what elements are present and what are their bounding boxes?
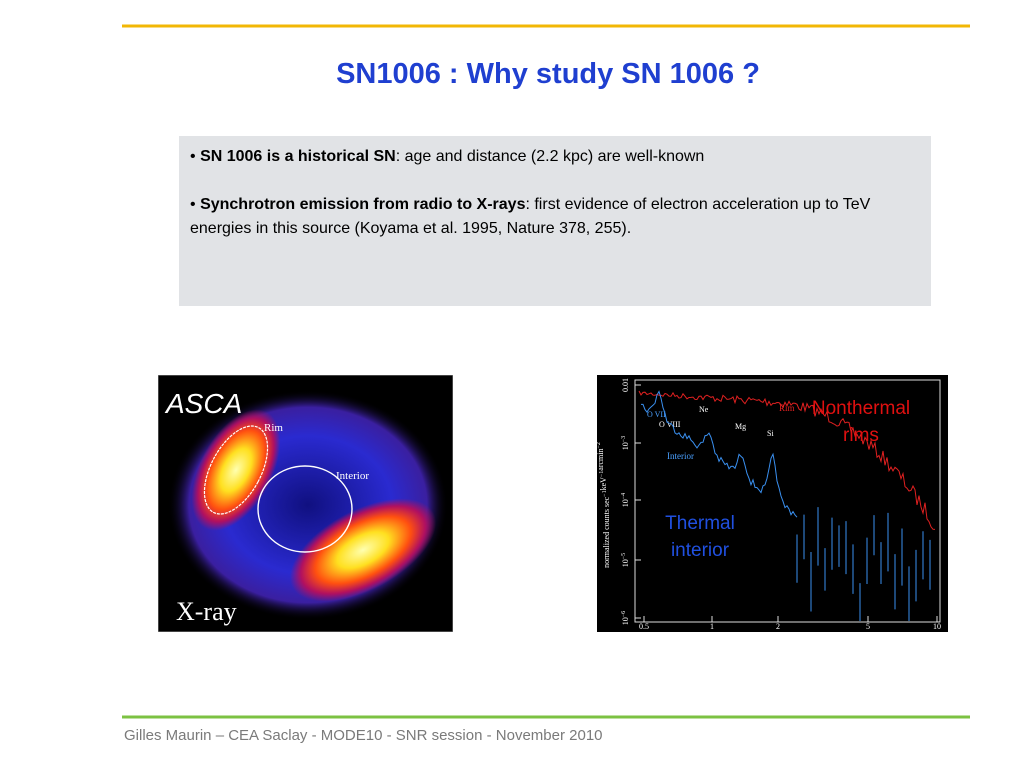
callout: Thermal interior (665, 513, 735, 561)
spectrum-image: normalized counts sec−1keV−1arcmin−2 O V… (597, 375, 948, 632)
y-tick-exp: −6 (621, 611, 627, 617)
bullet-text: : first evidence of electron acceleratio… (190, 196, 871, 237)
y-label: normalized counts sec−1keV−1arcmin−2 (597, 442, 611, 568)
series-label: Interior (667, 451, 694, 461)
annotation: Rim (264, 422, 283, 434)
y-tick-exp: −5 (621, 553, 627, 559)
line-label: O VII (647, 410, 666, 419)
y-tick-label: 0.01 (621, 378, 630, 392)
x-tick-label: 2 (776, 622, 780, 631)
y-tick: 10−4 (621, 493, 630, 507)
annotation: Interior (336, 470, 369, 482)
y-tick-exp: −4 (621, 493, 627, 499)
interior-region (257, 465, 353, 553)
bullet: • SN 1006 is a historical SN: age and di… (190, 145, 920, 169)
y-label-part: arcmin (597, 448, 605, 470)
bullet: • Synchrotron emission from radio to X-r… (190, 193, 920, 241)
y-label-sup: −1 (599, 471, 605, 477)
rim-spectrum (638, 390, 936, 530)
title: SN1006 : Why study SN 1006 ? (336, 58, 760, 90)
y-tick-label: 10−6 (621, 611, 630, 625)
y-tick-base: 10 (621, 442, 630, 450)
series-label: Rim (779, 403, 795, 413)
x-tick-label: 5 (866, 622, 870, 631)
x-tick-label: 1 (710, 622, 714, 631)
y-tick-base: 10 (621, 559, 630, 567)
line-label: Si (767, 429, 774, 438)
interior-spectrum (641, 390, 798, 518)
caption: X-ray (176, 597, 237, 626)
y-label-sup: −1 (602, 490, 608, 496)
y-label-part: keV (599, 477, 608, 491)
bullet-mark: • (190, 196, 196, 213)
xray-image: ASCA Rim Interior X-ray (158, 375, 453, 632)
y-tick: 0.01 (621, 378, 630, 392)
line-label: Mg (735, 422, 746, 431)
y-tick-label: 10−4 (621, 493, 630, 507)
image-frame (597, 375, 948, 632)
bullet-text: : age and distance (2.2 kpc) are well-kn… (395, 148, 705, 165)
plot-frame (634, 379, 941, 623)
rim-emission (289, 498, 437, 602)
bullet-bold: Synchrotron emission from radio to X-ray… (200, 196, 526, 213)
rim-region (203, 425, 269, 515)
line-label: O VIII (659, 420, 681, 429)
bullet-mark: • (190, 148, 196, 165)
y-tick: 10−5 (621, 553, 630, 567)
y-tick-base: 10 (621, 499, 630, 507)
y-tick-label: 10−3 (621, 436, 630, 450)
x-tick-label: 0.5 (639, 622, 649, 631)
y-tick: 10−6 (621, 611, 630, 625)
y-label-sup: −2 (597, 442, 602, 448)
line-label: Ne (699, 405, 709, 414)
bullet-bold: SN 1006 is a historical SN (200, 148, 396, 165)
y-label-text: normalized counts sec−1keV−1arcmin−2 (597, 442, 611, 568)
y-tick-base: 10 (621, 617, 630, 625)
y-tick-exp: −3 (621, 436, 627, 442)
x-tick-label: 10 (933, 622, 941, 631)
callout: Nonthermal rims (811, 398, 911, 446)
y-label-part: normalized counts sec (602, 496, 611, 568)
image-label: ASCA (164, 388, 242, 419)
y-tick: 10−3 (621, 436, 630, 450)
y-tick-label: 10−5 (621, 553, 630, 567)
footer: Gilles Maurin – CEA Saclay - MODE10 - SN… (124, 727, 603, 744)
text-box: • SN 1006 is a historical SN: age and di… (179, 136, 931, 306)
y-tick-base: 0.01 (621, 378, 630, 392)
